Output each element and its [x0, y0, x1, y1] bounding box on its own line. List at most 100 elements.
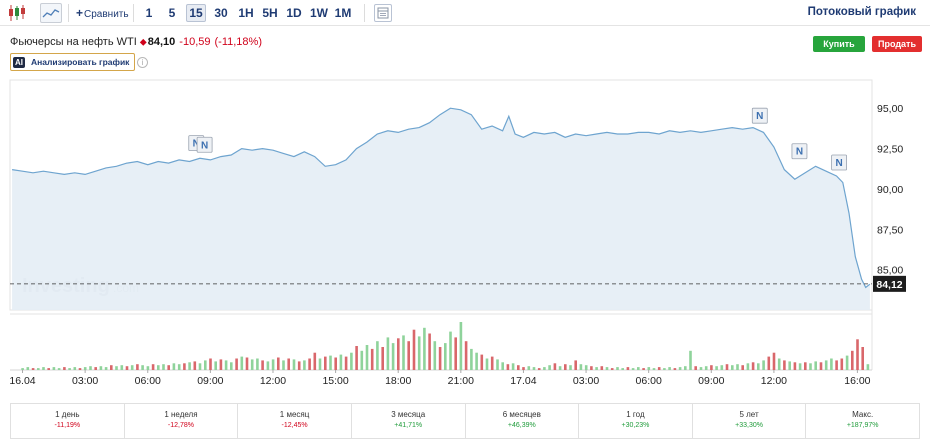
volume-bar: [177, 364, 181, 370]
price-chart[interactable]: Investing.com84,1295,0092,5090,0087,5085…: [0, 78, 930, 390]
x-tick-label: 17.04: [510, 375, 536, 387]
x-tick-label: 03:00: [72, 375, 98, 387]
volume-bar: [804, 362, 807, 370]
period-change: -11,19%: [54, 422, 81, 429]
volume-bar: [642, 368, 645, 370]
period-cell[interactable]: 5 лет +33,30%: [693, 404, 807, 438]
info-icon[interactable]: i: [137, 57, 148, 68]
period-cell[interactable]: 6 месяцев +46,39%: [466, 404, 580, 438]
volume-bar: [840, 358, 844, 370]
volume-bar: [428, 333, 431, 370]
volume-bar: [78, 368, 82, 370]
x-tick-label: 18:00: [385, 375, 411, 387]
volume-bar: [89, 366, 92, 370]
period-label: 1 неделя: [164, 410, 198, 419]
news-marker-icon[interactable]: [751, 107, 768, 124]
volume-bar: [678, 367, 682, 370]
instrument-name: Фьючерсы на нефть WTI: [10, 36, 137, 48]
volume-bar: [219, 359, 223, 370]
price-area-fill: [12, 108, 870, 310]
toolbar-divider: [133, 4, 134, 22]
volume-bar: [558, 366, 562, 370]
period-cell[interactable]: 1 месяц -12,45%: [238, 404, 352, 438]
interval-30-button[interactable]: 30: [214, 6, 228, 20]
volume-bar: [381, 347, 384, 370]
period-change: -12,45%: [281, 422, 308, 429]
area-chart-icon[interactable]: [40, 3, 62, 23]
period-cell[interactable]: 1 день -11,19%: [11, 404, 125, 438]
analyze-chart-button[interactable]: AI Анализировать график: [10, 53, 136, 71]
volume-bar: [746, 363, 750, 370]
volume-bar: [762, 360, 765, 370]
candlestick-chart-icon[interactable]: [6, 3, 28, 23]
sell-button[interactable]: Продать: [872, 36, 922, 52]
period-cell[interactable]: 1 год +30,23%: [579, 404, 693, 438]
volume-bar: [444, 343, 447, 370]
volume-bar: [104, 367, 108, 370]
interval-1w-button[interactable]: 1W: [310, 6, 328, 20]
price-line[interactable]: [12, 107, 871, 289]
volume-bar: [610, 368, 614, 370]
volume-bar: [537, 368, 541, 370]
volume-bar: [564, 364, 567, 370]
period-change: +30,23%: [621, 422, 650, 429]
volume-bar: [73, 367, 77, 370]
volume-bar: [548, 365, 551, 370]
interval-1h-button[interactable]: 1H: [238, 6, 254, 20]
volume-bar: [230, 362, 233, 370]
x-tick-label: 12:00: [761, 375, 787, 387]
compare-button[interactable]: +Сравнить: [76, 6, 129, 20]
volume-bar: [282, 360, 285, 370]
volume-bar: [652, 368, 656, 370]
news-marker-label: N: [193, 139, 200, 150]
y-tick-label: 87,50: [877, 224, 903, 236]
period-label: 6 месяцев: [502, 410, 541, 419]
ai-badge: AI: [13, 56, 25, 68]
volume-bar: [438, 347, 442, 370]
chart-toolbar: +Сравнить 1 5 15 30 1H 5H 1D 1W 1M Потоковый гра…: [0, 0, 930, 26]
interval-15-button[interactable]: 15: [186, 4, 206, 22]
volume-bar: [303, 360, 306, 370]
volume-bar: [741, 365, 744, 370]
period-cell[interactable]: 3 месяца +41,71%: [352, 404, 466, 438]
volume-bar: [861, 347, 864, 370]
volume-bar: [99, 366, 103, 370]
volume-bar: [470, 348, 473, 370]
chart-settings-icon[interactable]: [374, 4, 392, 22]
period-cell[interactable]: 1 неделя -12,78%: [125, 404, 239, 438]
volume-bar: [423, 327, 426, 370]
volume-bar: [63, 367, 66, 370]
interval-1d-button[interactable]: 1D: [286, 6, 302, 20]
volume-bar: [574, 360, 577, 370]
volume-bar: [240, 356, 244, 370]
toolbar-divider: [68, 4, 69, 22]
volume-bar: [52, 367, 56, 370]
volume-bar: [720, 365, 724, 370]
interval-5-button[interactable]: 5: [168, 6, 176, 20]
interval-1m-button[interactable]: 1M: [334, 6, 352, 20]
news-marker-icon[interactable]: [791, 143, 808, 160]
volume-bar: [757, 363, 760, 370]
volume-bar: [318, 358, 322, 370]
volume-bar: [31, 368, 35, 370]
volume-bar: [553, 363, 557, 370]
period-change: +46,39%: [507, 422, 536, 429]
news-marker-icon[interactable]: [196, 136, 213, 153]
volume-bar: [511, 363, 515, 370]
volume-bar: [370, 348, 374, 370]
volume-bar: [673, 368, 677, 370]
volume-bar: [146, 366, 150, 370]
interval-1-button[interactable]: 1: [145, 6, 153, 20]
volume-bar: [94, 367, 97, 370]
volume-bar: [814, 361, 817, 370]
volume-bar: [517, 365, 520, 370]
streaming-chart-link[interactable]: Потоковый график: [807, 6, 916, 18]
volume-bar: [595, 367, 598, 370]
y-tick-label: 95,00: [877, 103, 903, 115]
buy-button[interactable]: Купить: [813, 36, 865, 52]
news-marker-icon[interactable]: [831, 154, 848, 171]
period-cell[interactable]: Макс. +187,97%: [806, 404, 919, 438]
volume-bar: [637, 367, 640, 370]
interval-5h-button[interactable]: 5H: [262, 6, 278, 20]
period-change: +33,30%: [735, 422, 763, 429]
